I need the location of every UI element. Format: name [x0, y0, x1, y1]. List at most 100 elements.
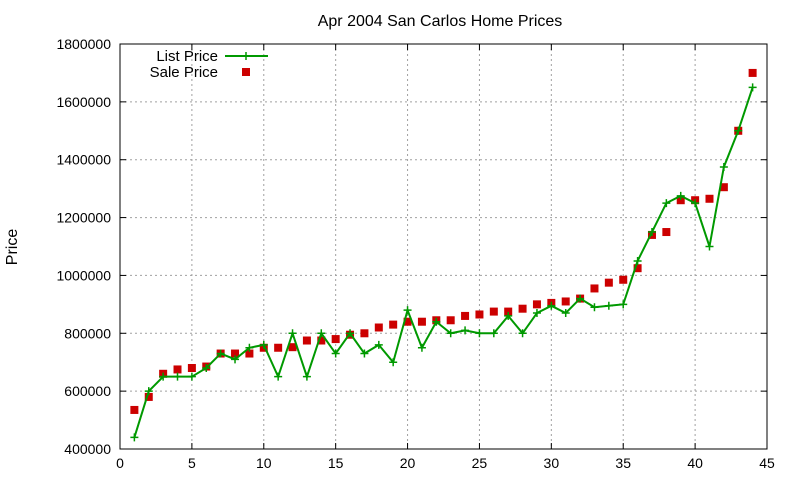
x-tick-label: 15 [328, 455, 344, 471]
x-tick-label: 25 [472, 455, 488, 471]
list-price-point [231, 355, 240, 364]
y-tick-label: 1800000 [56, 36, 111, 52]
sale-price-point [360, 329, 369, 338]
list-price-point [518, 329, 527, 338]
sale-price-point [518, 304, 527, 313]
list-price-point [417, 343, 426, 352]
list-price-point [604, 301, 613, 310]
list-price-point [302, 372, 311, 381]
sale-price-point [389, 320, 398, 329]
list-price-point [159, 372, 168, 381]
chart-title: Apr 2004 San Carlos Home Prices [318, 13, 563, 30]
y-tick-label: 600000 [64, 383, 111, 399]
list-price-point [475, 329, 484, 338]
sale-price-point [676, 196, 685, 205]
legend-label-sale-price: Sale Price [150, 64, 218, 81]
sale-price-point [403, 317, 412, 326]
sale-price-point [705, 194, 714, 203]
y-tick-label: 1600000 [56, 94, 111, 110]
x-tick-label: 30 [544, 455, 560, 471]
x-tick-label: 5 [188, 455, 196, 471]
sale-price-point [590, 284, 599, 293]
list-price-point [691, 199, 700, 208]
list-price-point [202, 364, 211, 372]
list-price-point [461, 326, 470, 335]
sale-price-point [374, 323, 383, 332]
sale-price-point [302, 336, 311, 345]
y-tick-label: 1200000 [56, 210, 111, 226]
legend: List Price Sale Price [150, 48, 268, 81]
list-price-point [187, 372, 196, 381]
x-tick-label: 35 [615, 455, 631, 471]
list-price-point [446, 329, 455, 338]
x-tick-label: 40 [687, 455, 703, 471]
x-tick-label: 10 [256, 455, 272, 471]
list-price-point [662, 199, 671, 208]
list-price-point [734, 126, 743, 135]
sale-price-point [489, 307, 498, 316]
list-price-point [374, 340, 383, 349]
sale-price-point [719, 183, 728, 192]
sale-price-point [748, 68, 757, 77]
sale-price-point [187, 364, 196, 372]
y-tick-label: 1000000 [56, 267, 111, 283]
sale-price-point [231, 349, 240, 358]
list-price-point [647, 228, 656, 237]
list-price-point [576, 294, 585, 303]
list-price-point [719, 162, 728, 171]
list-price-point [504, 311, 513, 320]
x-tick-label: 20 [400, 455, 416, 471]
legend-swatch-sale-price [242, 68, 250, 76]
legend-marker-list-price [242, 52, 250, 60]
list-price-point [547, 301, 556, 310]
y-axis-label: Price [4, 229, 21, 266]
list-price-point [259, 340, 268, 349]
x-tick-label: 0 [116, 455, 124, 471]
list-price-point [144, 387, 153, 396]
sale-price-point [475, 310, 484, 319]
list-price-point [561, 309, 570, 318]
list-price-point [705, 242, 714, 251]
list-price-point [346, 329, 355, 338]
sale-price-point [461, 311, 470, 320]
sale-price-point [288, 343, 297, 352]
list-price-point [389, 358, 398, 367]
sale-price-point [633, 264, 642, 273]
sale-price-point [144, 392, 153, 401]
sale-price-point [532, 300, 541, 309]
list-price-point [432, 317, 441, 326]
list-price-point [245, 343, 254, 352]
sale-price-point [173, 365, 182, 374]
list-price-point [173, 372, 182, 381]
list-price-point [288, 329, 297, 338]
sale-price-point [504, 307, 513, 316]
series-layer [130, 68, 757, 442]
sale-price-point [317, 336, 326, 345]
sale-price-point [130, 405, 139, 414]
x-tick-label: 45 [759, 455, 775, 471]
legend-label-list-price: List Price [156, 48, 218, 65]
list-price-point [360, 349, 369, 358]
sale-price-point [417, 317, 426, 326]
sale-price-point [245, 349, 254, 358]
list-price-point [216, 349, 225, 358]
axis-ticks: 0 5 10 15 20 25 30 35 40 45 400000 600000 800000 1000… [56, 36, 775, 471]
list-price-point [633, 256, 642, 265]
list-price-point [748, 83, 757, 92]
plot-frame [119, 43, 768, 450]
y-tick-label: 800000 [64, 325, 111, 341]
sale-price-point [662, 228, 671, 237]
list-price-point [590, 303, 599, 312]
list-price-point [676, 191, 685, 200]
list-price-point [317, 329, 326, 338]
y-tick-label: 1400000 [56, 152, 111, 168]
sale-price-point [561, 297, 570, 306]
list-price-point [489, 329, 498, 338]
list-price-point [403, 306, 412, 315]
y-tick-label: 400000 [64, 441, 111, 457]
sale-price-point [619, 275, 628, 284]
sale-price-point [331, 335, 340, 344]
list-price-point [532, 309, 541, 318]
